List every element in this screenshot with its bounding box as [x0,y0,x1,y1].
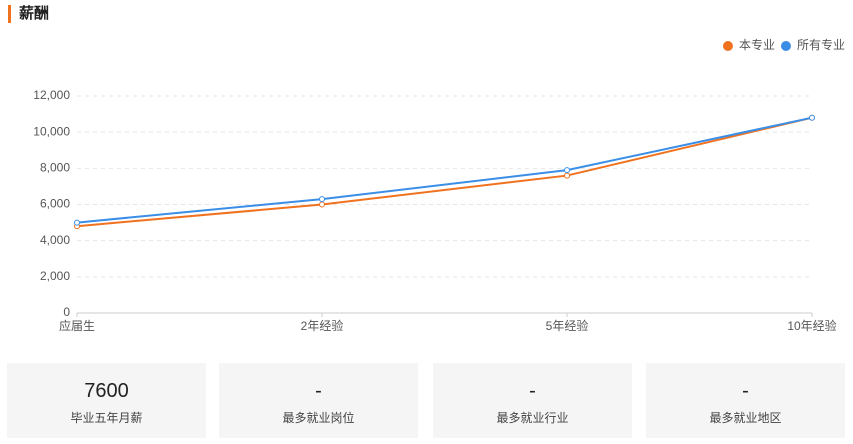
card-label: 最多就业行业 [496,411,569,425]
card-label: 毕业五年月薪 [70,411,143,425]
chart: 0 2,000 4,000 6,000 8,000 10,000 12,000 应届生 2年经验… [33,37,845,333]
card-value: 7600 [84,380,129,402]
stat-card: - 最多就业地区 [646,363,845,438]
x-tick-label: 应届生 [59,318,95,333]
y-tick-label: 4,000 [40,233,70,247]
y-tick-label: 6,000 [40,197,70,211]
series-line [76,116,813,224]
series-line [76,116,813,228]
y-tick-label: 0 [63,305,70,319]
legend-label: 所有专业 [797,37,845,52]
section-title: 薪酬 [8,5,49,23]
point [564,167,570,174]
x-tick-label: 10年经验 [787,318,836,333]
point [809,114,815,121]
legend-marker [722,41,733,51]
y-tick-label: 8,000 [40,161,70,175]
stat-card: - 最多就业行业 [433,363,632,438]
x-tick-label: 5年经验 [546,318,589,333]
point [564,172,570,179]
card-value: - [742,380,749,402]
card-label: 最多就业岗位 [282,411,355,425]
y-tick-label: 10,000 [33,124,70,138]
card-value: - [315,380,322,402]
point [74,219,80,226]
card-value: - [529,380,536,402]
x-tick-label: 2年经验 [301,318,344,333]
y-tick-label: 12,000 [33,88,70,102]
point [319,196,325,203]
legend-label: 本专业 [739,37,775,52]
stat-card: 7600 毕业五年月薪 [7,363,206,438]
legend-marker [780,41,791,51]
card-label: 最多就业地区 [709,411,782,425]
point [319,201,325,208]
stat-card: - 最多就业岗位 [219,363,418,438]
y-tick-label: 2,000 [40,269,70,283]
